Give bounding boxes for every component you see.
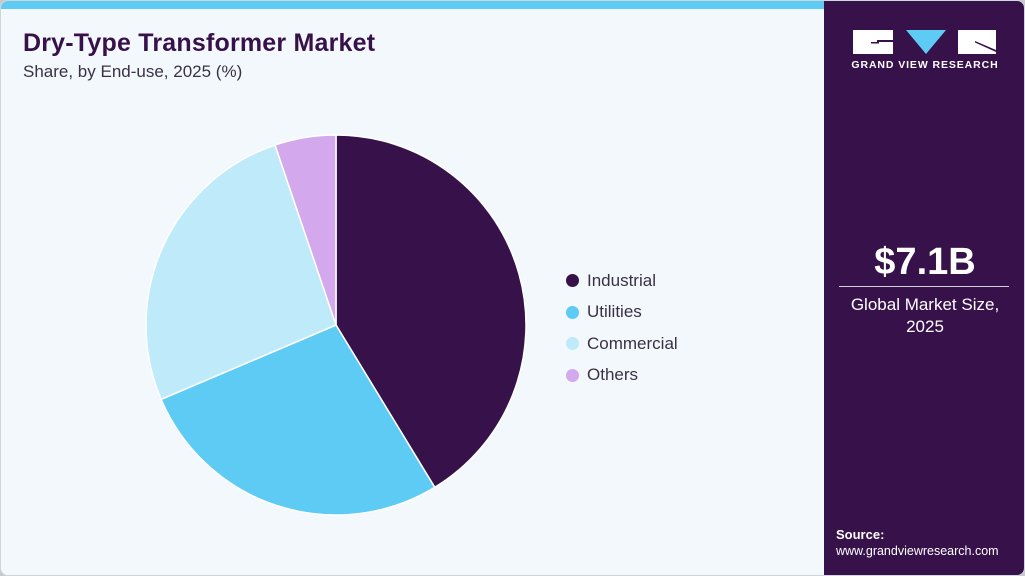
chart-title: Dry-Type Transformer Market [23,29,376,57]
pie-slice-industrial [335,134,527,489]
legend-item-industrial: Industrial [566,265,678,297]
market-size-label: Global Market Size, 2025 [824,294,1024,338]
legend-item-others: Others [566,360,678,392]
chart-subtitle: Share, by End-use, 2025 (%) [23,62,243,81]
info-sidebar: GRAND VIEW RESEARCH $7.1B Global Market … [824,1,1024,575]
legend-dot-icon [566,274,579,288]
market-size-label-line1: Global Market Size, [850,295,1000,314]
gvr-logo-icon [853,30,996,54]
legend: Industrial Utilities Commercial Others [566,265,678,391]
accent-bar [1,1,824,9]
brand-name: GRAND VIEW RESEARCH [851,59,999,71]
legend-item-utilities: Utilities [566,297,678,329]
pie-chart [145,134,527,516]
legend-label: Commercial [587,333,678,353]
legend-label: Utilities [587,302,642,322]
market-size-value: $7.1B [874,241,976,283]
source-title: Source: [836,527,885,542]
source-link[interactable]: www.grandviewresearch.com [836,544,999,558]
pie-slice-commercial [145,144,337,401]
market-size-label-line2: 2025 [906,317,944,336]
chart-area: Dry-Type Transformer Market Share, by En… [1,1,824,575]
legend-dot-icon [566,337,579,351]
pie-slice-others [274,134,337,326]
legend-dot-icon [566,305,579,319]
pie-slice-utilities [160,324,436,516]
legend-label: Others [587,365,639,385]
divider [839,286,1009,287]
legend-item-commercial: Commercial [566,328,678,360]
legend-dot-icon [566,368,579,382]
legend-label: Industrial [587,270,656,290]
